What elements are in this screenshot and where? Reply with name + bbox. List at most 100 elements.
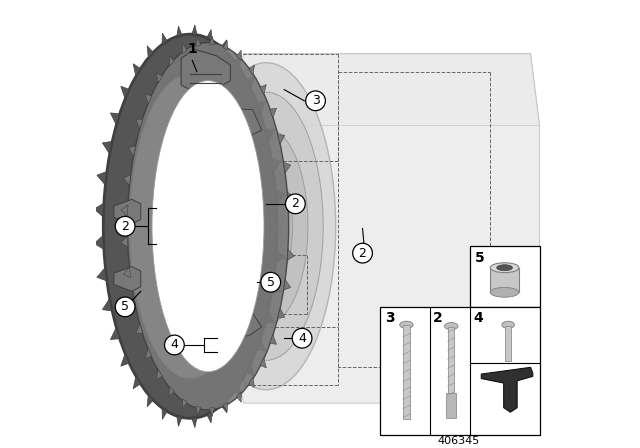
Polygon shape <box>145 349 152 358</box>
Circle shape <box>115 216 135 236</box>
Polygon shape <box>162 33 168 46</box>
Text: 5: 5 <box>121 300 129 314</box>
Polygon shape <box>206 30 212 42</box>
Polygon shape <box>276 250 285 263</box>
Ellipse shape <box>130 74 251 379</box>
Text: 2: 2 <box>291 197 300 211</box>
Polygon shape <box>191 416 197 427</box>
Text: 3: 3 <box>312 94 319 108</box>
Polygon shape <box>266 311 275 323</box>
Polygon shape <box>209 36 214 45</box>
Text: 406345: 406345 <box>438 436 480 446</box>
Circle shape <box>164 335 184 355</box>
Circle shape <box>292 328 312 348</box>
Polygon shape <box>272 159 281 171</box>
Text: 5: 5 <box>267 276 275 289</box>
Polygon shape <box>121 353 129 366</box>
Polygon shape <box>260 358 266 368</box>
Bar <box>448 327 454 396</box>
Ellipse shape <box>445 323 458 330</box>
Polygon shape <box>287 249 294 260</box>
Text: 4: 4 <box>298 332 306 345</box>
Polygon shape <box>94 203 103 217</box>
Circle shape <box>261 272 280 292</box>
Polygon shape <box>278 134 285 144</box>
Circle shape <box>306 91 325 111</box>
Polygon shape <box>136 324 143 333</box>
Polygon shape <box>97 172 106 185</box>
Polygon shape <box>136 119 143 129</box>
Bar <box>470 246 540 307</box>
Polygon shape <box>121 205 128 216</box>
Bar <box>403 325 410 419</box>
Polygon shape <box>156 73 163 83</box>
Polygon shape <box>206 410 212 423</box>
Polygon shape <box>111 113 120 125</box>
Ellipse shape <box>197 63 336 390</box>
Polygon shape <box>287 192 294 203</box>
Polygon shape <box>226 54 540 403</box>
Text: 4: 4 <box>474 311 483 325</box>
Polygon shape <box>266 129 275 141</box>
Polygon shape <box>217 108 262 137</box>
Bar <box>380 307 540 435</box>
Polygon shape <box>124 267 131 278</box>
Ellipse shape <box>400 321 413 328</box>
Circle shape <box>115 297 135 317</box>
Polygon shape <box>260 85 266 95</box>
Circle shape <box>285 194 305 214</box>
Polygon shape <box>236 392 241 402</box>
Polygon shape <box>221 400 227 413</box>
Polygon shape <box>234 56 241 69</box>
Polygon shape <box>133 376 141 389</box>
Polygon shape <box>220 314 262 336</box>
Polygon shape <box>269 335 276 344</box>
Polygon shape <box>114 199 141 224</box>
Polygon shape <box>114 267 141 291</box>
Polygon shape <box>162 407 168 419</box>
Ellipse shape <box>152 81 264 372</box>
Ellipse shape <box>127 43 289 410</box>
Polygon shape <box>257 101 266 113</box>
Polygon shape <box>236 50 241 60</box>
Text: 2: 2 <box>358 246 367 260</box>
Polygon shape <box>102 142 112 154</box>
Polygon shape <box>124 175 131 185</box>
Text: 5: 5 <box>475 251 484 265</box>
Polygon shape <box>284 163 291 173</box>
Polygon shape <box>209 408 214 416</box>
Ellipse shape <box>490 288 519 297</box>
Text: 2: 2 <box>433 311 443 325</box>
Polygon shape <box>102 299 112 311</box>
Polygon shape <box>181 49 230 92</box>
Polygon shape <box>169 387 174 396</box>
Polygon shape <box>156 370 163 380</box>
Polygon shape <box>121 236 128 247</box>
Ellipse shape <box>209 92 323 360</box>
Circle shape <box>353 243 372 263</box>
Text: 4: 4 <box>170 338 179 352</box>
Polygon shape <box>269 108 276 118</box>
Ellipse shape <box>250 213 282 258</box>
Polygon shape <box>284 280 291 290</box>
Polygon shape <box>196 406 201 415</box>
Ellipse shape <box>225 128 308 324</box>
Polygon shape <box>147 394 154 407</box>
Text: 2: 2 <box>121 220 129 233</box>
Polygon shape <box>226 54 540 125</box>
Polygon shape <box>223 40 228 50</box>
Ellipse shape <box>103 34 278 419</box>
Polygon shape <box>481 367 533 412</box>
Ellipse shape <box>490 263 519 272</box>
Polygon shape <box>147 46 154 59</box>
Polygon shape <box>221 40 227 53</box>
Bar <box>446 393 456 418</box>
Polygon shape <box>246 76 255 89</box>
Polygon shape <box>177 414 182 426</box>
Polygon shape <box>129 146 136 156</box>
Polygon shape <box>234 384 241 397</box>
Bar <box>490 268 519 293</box>
Polygon shape <box>276 190 285 203</box>
Polygon shape <box>177 26 182 38</box>
Polygon shape <box>133 64 141 77</box>
